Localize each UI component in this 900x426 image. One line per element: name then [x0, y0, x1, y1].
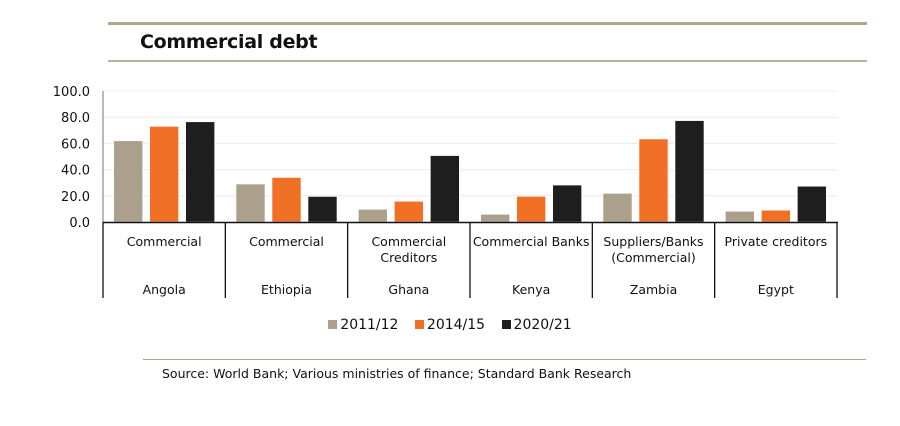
title-top-rule: [108, 22, 867, 25]
bar-2020-21-ethiopia: [307, 196, 338, 223]
bar-2014-15-ethiopia: [271, 177, 302, 223]
country-label: Ghana: [388, 282, 429, 297]
country-label: Angola: [143, 282, 186, 297]
source-rule: [143, 359, 866, 360]
legend-label: 2014/15: [426, 317, 486, 333]
legend-swatch-2011-12: [328, 320, 338, 329]
creditor-label: Commercial: [127, 234, 202, 249]
legend-item-2011-12: 2011/12: [328, 317, 398, 333]
bar-2011-12-angola: [113, 140, 143, 223]
bar-2014-15-zambia: [638, 138, 669, 223]
bar-2011-12-egypt: [725, 210, 755, 223]
bar-2020-21-egypt: [797, 185, 827, 223]
y-tick-label: 100.0: [53, 85, 90, 100]
y-tick-label: 0.0: [69, 216, 90, 231]
bars: [113, 120, 827, 223]
bar-2011-12-zambia: [602, 193, 633, 223]
legend-swatch-2020-21: [501, 320, 511, 329]
bar-2020-21-kenya: [552, 184, 582, 223]
bar-2020-21-ghana: [430, 155, 460, 223]
legend-item-2014-15: 2014/15: [414, 317, 486, 333]
bar-2020-21-zambia: [674, 120, 705, 223]
creditor-label: Creditors: [380, 250, 437, 265]
bar-2011-12-ethiopia: [235, 183, 266, 223]
country-label: Egypt: [758, 282, 794, 297]
legend-label: 2020/21: [513, 317, 572, 333]
gridlines: [103, 90, 837, 197]
country-label: Zambia: [630, 282, 677, 297]
legend: 2011/12 2014/15 2020/21: [0, 317, 900, 333]
creditor-label: (Commercial): [611, 250, 696, 265]
y-tick-label: 20.0: [61, 190, 90, 205]
creditor-label: Private creditors: [725, 234, 828, 249]
bar-2020-21-angola: [185, 121, 215, 223]
country-label: Ethiopia: [261, 282, 312, 297]
title-bottom-rule: [108, 60, 867, 62]
legend-item-2020-21: 2020/21: [501, 317, 572, 333]
creditor-label: Commercial: [371, 234, 446, 249]
creditor-label: Commercial Banks: [473, 234, 590, 249]
bar-2014-15-angola: [149, 126, 179, 223]
legend-swatch-2014-15: [414, 320, 424, 329]
y-tick-label: 60.0: [61, 137, 90, 152]
source-note: Source: World Bank; Various ministries o…: [162, 366, 632, 381]
bar-2014-15-egypt: [761, 209, 791, 223]
bar-chart: 0.0 20.0 40.0 60.0 80.0 100.0 Commercial Angol…: [53, 85, 838, 298]
creditor-label: Commercial: [249, 234, 324, 249]
y-tick-label: 40.0: [61, 164, 90, 179]
bar-2011-12-ghana: [358, 208, 388, 223]
y-tick-label: 80.0: [61, 111, 90, 126]
bar-2011-12-kenya: [480, 213, 510, 223]
y-axis-ticks: 0.0 20.0 40.0 60.0 80.0 100.0: [53, 85, 90, 231]
category-labels: Commercial Angola Commercial Ethiopia Commer…: [127, 234, 827, 297]
chart-title: Commercial debt: [140, 31, 318, 53]
bar-2014-15-kenya: [516, 196, 546, 223]
bar-2014-15-ghana: [394, 201, 424, 223]
country-label: Kenya: [512, 282, 550, 297]
creditor-label: Suppliers/Banks: [603, 234, 703, 249]
legend-label: 2011/12: [340, 317, 399, 333]
axes: [102, 91, 838, 298]
